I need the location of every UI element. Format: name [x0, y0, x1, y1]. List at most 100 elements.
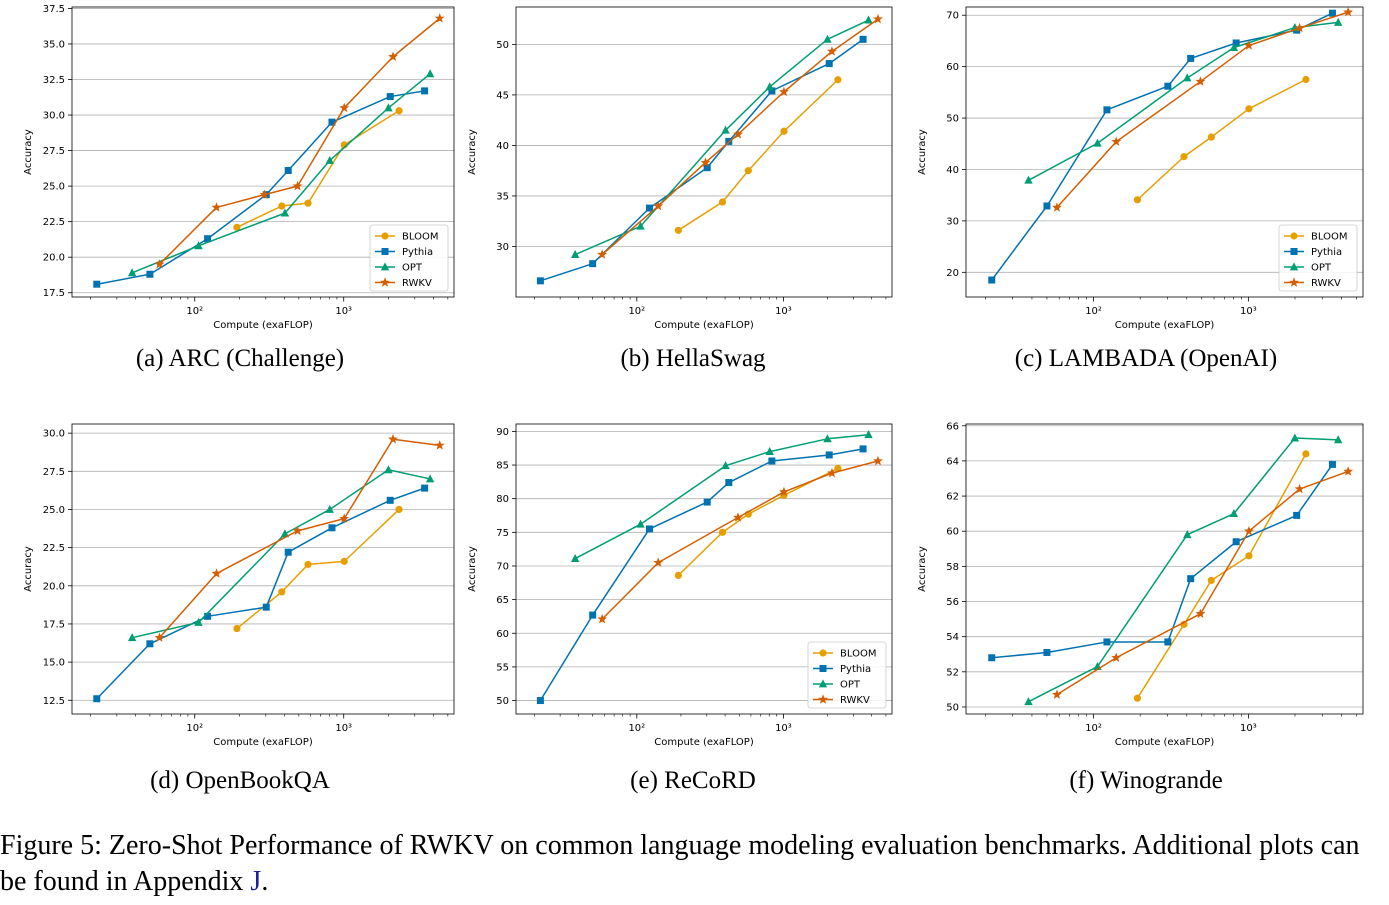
series-pythia: [537, 36, 867, 284]
data-point: [1329, 461, 1336, 468]
legend-label: OPT: [402, 263, 423, 274]
data-point: [780, 128, 787, 135]
series-rwkv: [1052, 7, 1353, 212]
series-bloom: [1134, 76, 1310, 204]
data-point: [395, 107, 402, 114]
y-tick-label: 30: [946, 216, 959, 227]
y-tick-label: 58: [946, 562, 959, 573]
data-point: [1302, 76, 1309, 83]
legend-marker: [1290, 232, 1297, 239]
legend-marker: [819, 649, 826, 656]
y-axis-label: Accuracy: [917, 546, 928, 592]
data-point: [387, 93, 394, 100]
data-point: [341, 558, 348, 565]
series-bloom: [1134, 450, 1310, 702]
data-point: [328, 524, 335, 531]
data-point: [589, 260, 596, 267]
data-point: [1103, 638, 1110, 645]
caption-e: (e) ReCoRD: [463, 767, 923, 795]
legend-label: BLOOM: [1311, 232, 1347, 243]
series-line: [1057, 12, 1348, 207]
appendix-link[interactable]: J: [250, 866, 261, 897]
data-point: [826, 451, 833, 458]
y-tick-label: 32.5: [43, 75, 65, 86]
series-line: [540, 39, 863, 280]
data-point: [1164, 83, 1171, 90]
data-point: [860, 36, 867, 43]
data-point: [384, 465, 392, 473]
data-point: [1208, 577, 1215, 584]
legend-marker: [381, 232, 388, 239]
series-line: [992, 464, 1333, 657]
y-tick-label: 22.5: [43, 543, 65, 554]
data-point: [421, 485, 428, 492]
data-point: [1043, 649, 1050, 656]
data-point: [1208, 133, 1215, 140]
x-tick-label: 10³: [775, 306, 792, 317]
x-tick-label: 10²: [186, 306, 203, 317]
y-tick-label: 45: [496, 90, 509, 101]
x-tick-label: 10³: [1240, 723, 1257, 734]
legend-marker: [820, 665, 827, 672]
legend-marker: [1291, 248, 1298, 255]
data-point: [388, 434, 398, 443]
data-point: [263, 604, 270, 611]
y-tick-label: 37.5: [43, 4, 65, 15]
data-point: [1343, 466, 1353, 475]
y-tick-label: 25.0: [43, 505, 65, 516]
data-point: [278, 588, 285, 595]
y-tick-label: 35: [496, 191, 509, 202]
legend-label: BLOOM: [840, 649, 876, 660]
data-point: [636, 520, 644, 528]
data-point: [1052, 689, 1062, 698]
series-line: [575, 20, 868, 254]
y-tick-label: 40: [496, 141, 509, 152]
legend-label: OPT: [1311, 263, 1332, 274]
y-tick-label: 27.5: [43, 467, 65, 478]
figure-charts: 17.520.022.525.027.530.032.535.037.510² 1…: [0, 0, 1389, 820]
series-bloom: [675, 76, 842, 234]
y-tick-label: 30.0: [43, 429, 65, 440]
series-line: [1029, 438, 1339, 702]
series-bloom: [233, 107, 402, 231]
y-tick-label: 20.0: [43, 253, 65, 264]
y-tick-label: 30: [496, 242, 509, 253]
y-tick-label: 30.0: [43, 111, 65, 122]
data-point: [719, 529, 726, 536]
y-tick-label: 70: [496, 561, 509, 572]
data-point: [1093, 139, 1101, 147]
y-tick-label: 75: [496, 528, 509, 539]
chart-0: 17.5 20.0 22.5 25.0 27.5 30.0 32.5 35.0 37.5 10² 1…: [23, 4, 454, 331]
legend-marker: [382, 248, 389, 255]
series-line: [237, 509, 399, 628]
data-point: [387, 497, 394, 504]
chart-3: 12.515.017.520.022.525.027.530.010² 10³Co…: [23, 424, 454, 748]
series-rwkv: [597, 456, 883, 624]
y-tick-label: 50: [496, 696, 509, 707]
data-point: [326, 505, 334, 513]
x-axis-label: Compute (exaFLOP): [1115, 320, 1215, 331]
data-point: [293, 526, 303, 535]
y-tick-label: 85: [496, 461, 509, 472]
x-tick-label: 10²: [628, 723, 645, 734]
y-tick-label: 54: [946, 632, 959, 643]
data-point: [537, 697, 544, 704]
legend-label: BLOOM: [402, 232, 438, 243]
series-rwkv: [155, 434, 445, 642]
caption-a: (a) ARC (Challenge): [10, 345, 470, 373]
series-pythia: [988, 461, 1336, 661]
y-tick-label: 50: [946, 702, 959, 713]
series-line: [678, 80, 838, 231]
y-tick-label: 60: [496, 629, 509, 640]
y-tick-label: 17.5: [43, 619, 65, 630]
y-tick-label: 52: [946, 667, 959, 678]
data-point: [826, 60, 833, 67]
y-axis-label: Accuracy: [917, 129, 928, 175]
y-tick-label: 65: [496, 595, 509, 606]
series-rwkv: [597, 14, 883, 259]
x-axis-label: Compute (exaFLOP): [654, 320, 754, 331]
x-tick-label: 10³: [1240, 306, 1257, 317]
data-point: [435, 440, 445, 449]
legend-label: RWKV: [840, 695, 870, 706]
data-point: [571, 554, 579, 562]
